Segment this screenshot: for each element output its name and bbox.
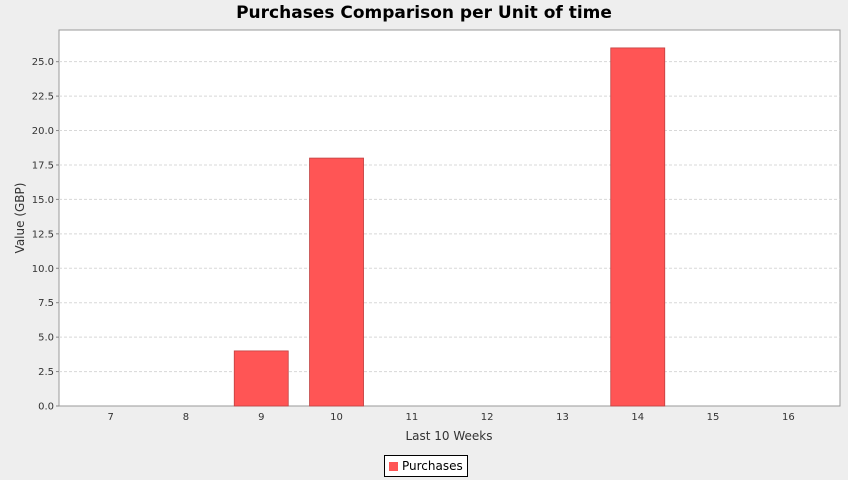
grid-lines (59, 61, 840, 373)
bar-week-14 (610, 47, 666, 407)
y-axis-label: Value (GBP) (13, 183, 27, 254)
y-tick-label: 22.5 (32, 92, 54, 103)
x-axis-ticks: 7 8 9 10 11 12 13 14 15 16 (107, 412, 794, 423)
legend: Purchases (384, 455, 468, 477)
x-axis-label: Last 10 Weeks (405, 429, 492, 443)
legend-label-purchases: Purchases (402, 459, 463, 473)
x-tick-label: 16 (782, 412, 795, 423)
bars (233, 47, 666, 407)
y-tick-label: 15.0 (32, 195, 54, 206)
y-tick-label: 12.5 (32, 229, 54, 240)
x-tick-label: 15 (707, 412, 720, 423)
y-tick-label: 20.0 (32, 126, 54, 137)
y-tick-label: 0.0 (38, 402, 54, 413)
y-tick-label: 5.0 (38, 333, 54, 344)
x-tick-label: 9 (258, 412, 264, 423)
bar-week-10 (309, 157, 364, 407)
x-tick-label: 11 (405, 412, 418, 423)
x-tick-label: 10 (330, 412, 343, 423)
y-tick-label: 7.5 (38, 298, 54, 309)
y-tick-label: 25.0 (32, 57, 54, 68)
bar-week-9 (233, 350, 289, 407)
y-tick-label: 10.0 (32, 264, 54, 275)
x-tick-label: 12 (481, 412, 494, 423)
chart-title: Purchases Comparison per Unit of time (236, 3, 612, 23)
y-tick-label: 2.5 (38, 367, 54, 378)
plot-area (58, 29, 841, 407)
x-tick-label: 13 (556, 412, 569, 423)
y-axis-ticks: 0.0 2.5 5.0 7.5 10.0 12.5 15.0 17.5 20.0 22.5 25.0 (32, 57, 59, 413)
x-tick-label: 7 (107, 412, 113, 423)
x-tick-label: 8 (183, 412, 189, 423)
y-tick-label: 17.5 (32, 160, 54, 171)
legend-swatch-purchases (389, 461, 398, 471)
x-tick-label: 14 (631, 412, 644, 423)
